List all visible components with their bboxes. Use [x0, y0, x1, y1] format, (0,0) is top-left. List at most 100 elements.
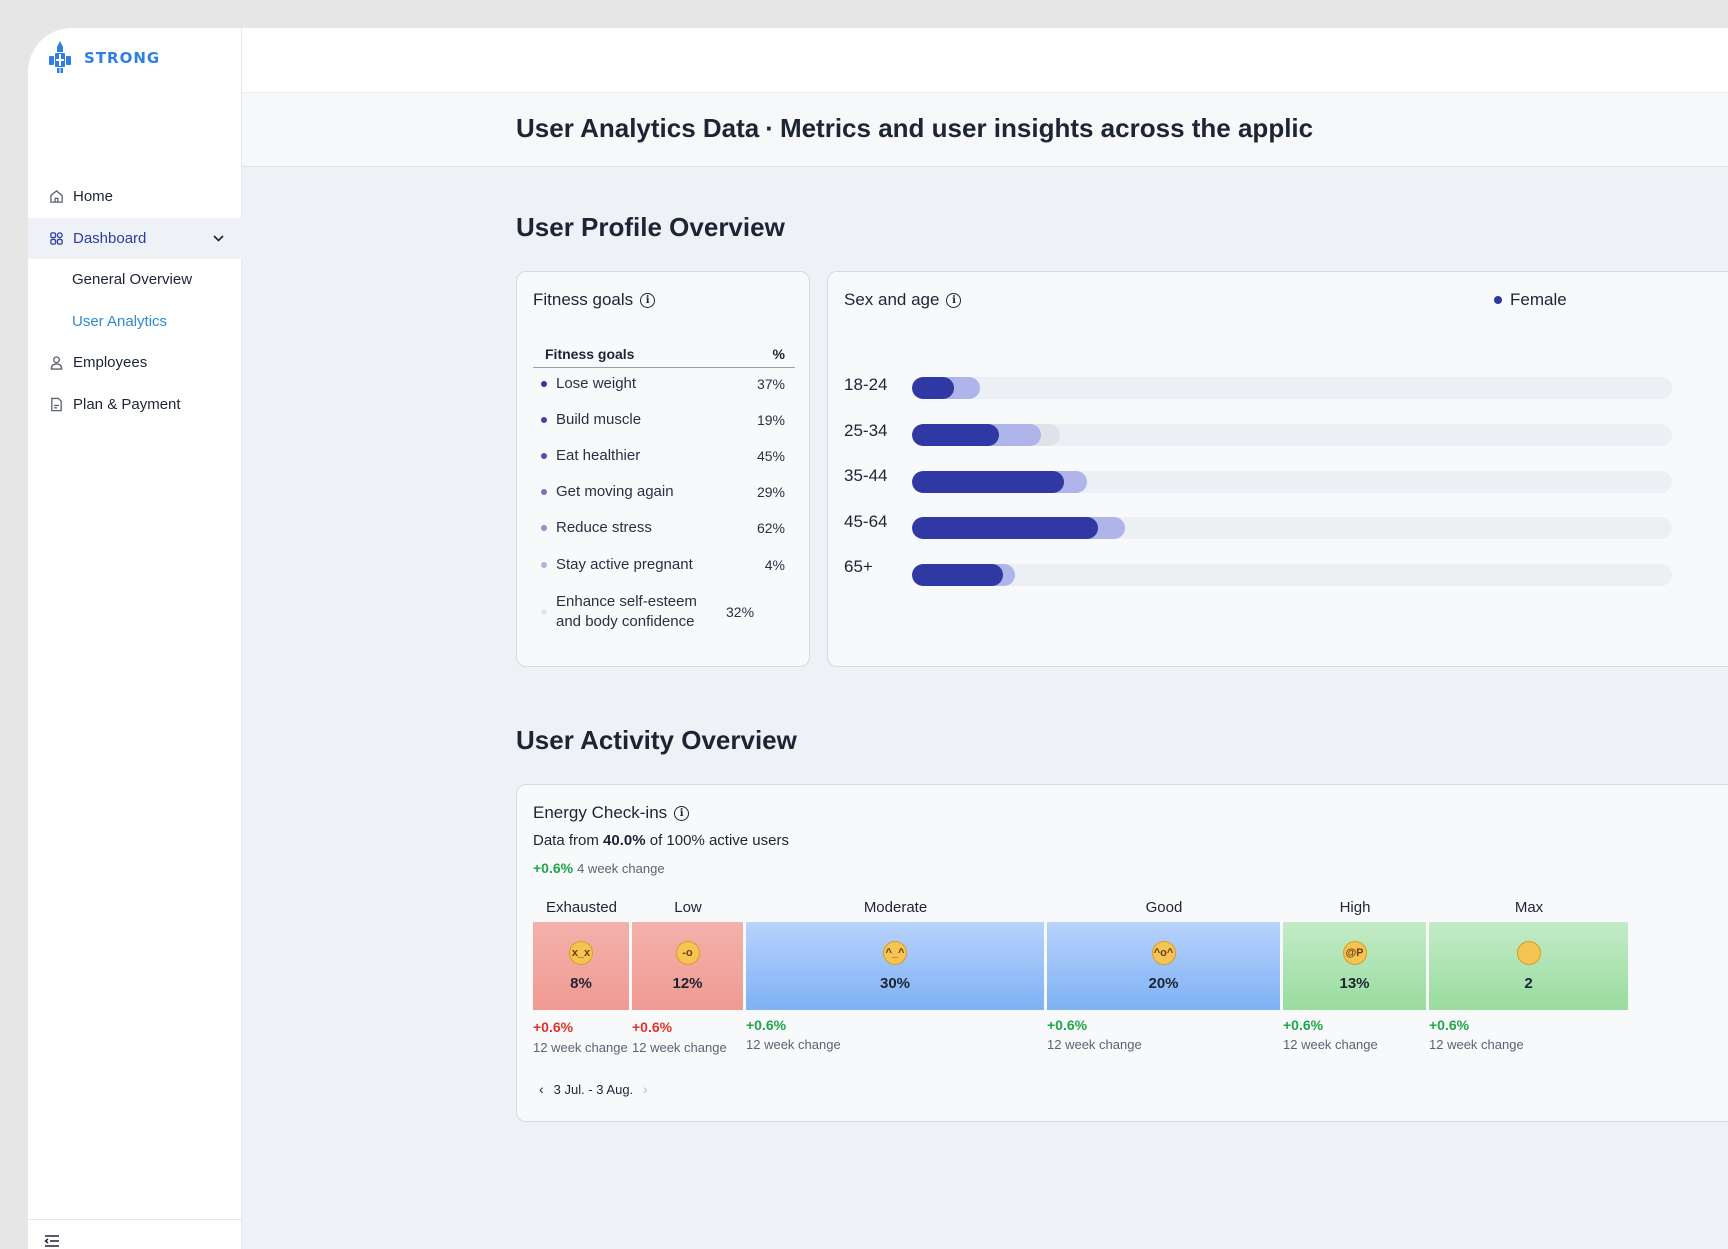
energy-subtitle: Data from 40.0% of 100% active users	[533, 832, 789, 849]
age-bar-track	[912, 470, 1672, 493]
fitness-goal-percent: 4%	[764, 557, 785, 573]
info-icon[interactable]: i	[640, 292, 656, 308]
age-bar-female	[912, 377, 954, 399]
card-title-text: Sex and age	[844, 290, 940, 309]
energy-level-change-label: 12 week change	[746, 1037, 841, 1052]
energy-level-bar[interactable]: ^_^ 30%	[746, 922, 1044, 1010]
fitness-goals-card: Fitness goals i Fitness goals % Lose wei…	[516, 271, 810, 667]
user-icon	[48, 355, 64, 371]
age-bar-female	[912, 423, 1000, 446]
card-title-text: Fitness goals	[533, 290, 634, 309]
energy-level-change-label: 12 week change	[1283, 1037, 1378, 1052]
fitness-goal-row: Eat healthier 45%	[533, 442, 795, 470]
age-group-label: 25-34	[844, 420, 888, 440]
fitness-goal-row: Reduce stress 62%	[533, 514, 795, 542]
sidebar-item-user-analytics[interactable]: User Analytics	[28, 301, 242, 343]
chart-legend: Female	[1494, 290, 1567, 310]
energy-level-percent: 13%	[1339, 974, 1370, 992]
date-range-nav: ‹ 3 Jul. - 3 Aug. ›	[539, 1081, 648, 1097]
emoji-face-icon	[1516, 940, 1541, 965]
card-title-text: Energy Check-ins	[533, 803, 668, 822]
energy-level-change: +0.6%	[1429, 1017, 1470, 1033]
legend-dot	[541, 562, 547, 568]
fitness-goal-percent: 62%	[756, 520, 785, 536]
chevron-down-icon[interactable]	[213, 231, 224, 245]
energy-level-percent: 8%	[570, 974, 592, 992]
chevron-left-icon[interactable]: ‹	[539, 1081, 544, 1097]
age-bar-track	[912, 517, 1672, 540]
fitness-goal-percent: 37%	[756, 376, 785, 392]
fitness-goal-row: Enhance self-esteem and body confidence 3…	[533, 587, 795, 637]
fitness-goal-percent: 32%	[726, 604, 755, 620]
page-title: User Analytics Data · Metrics and user ins…	[516, 113, 1313, 144]
energy-level-label: Low	[674, 899, 702, 916]
energy-level-change-label: 12 week change	[632, 1040, 727, 1055]
energy-level-bar[interactable]: ^o^ 20%	[1047, 922, 1280, 1010]
fitness-goal-row: Lose weight 37%	[533, 370, 795, 398]
sidebar-item-label: Plan & Payment	[73, 395, 181, 413]
sidebar-item-general-overview[interactable]: General Overview	[28, 259, 242, 301]
collapse-sidebar-icon[interactable]	[44, 1234, 60, 1249]
energy-level-change: +0.6%	[746, 1017, 787, 1033]
sex-age-card: Sex and age i Female 18-24 25-34 35-44 45-6…	[827, 271, 1728, 667]
chevron-right-icon[interactable]: ›	[643, 1081, 648, 1097]
info-icon[interactable]: i	[674, 805, 690, 821]
sidebar-item-label: Home	[73, 188, 114, 206]
sidebar-item-employees[interactable]: Employees	[28, 342, 242, 384]
document-icon	[48, 396, 64, 412]
energy-level-bar[interactable]: @P 13%	[1283, 922, 1426, 1010]
energy-level-bar[interactable]: 2	[1429, 922, 1628, 1010]
emoji-face-icon: ^o^	[1151, 940, 1176, 965]
sub-suffix: of 100% active users	[649, 832, 789, 849]
legend-label-female: Female	[1510, 290, 1567, 309]
column-header-percent: %	[772, 345, 785, 362]
age-group-label: 18-24	[844, 375, 888, 394]
fitness-goal-percent: 45%	[756, 448, 785, 464]
fitness-goal-label: Build muscle	[556, 411, 642, 428]
sidebar-nav: Home Dashboard General Overview User Ana…	[28, 176, 242, 425]
strong-logo-icon	[49, 41, 71, 73]
energy-level-percent: 2	[1524, 974, 1533, 992]
sidebar-item-dashboard[interactable]: Dashboard	[28, 217, 242, 259]
age-bar-female	[912, 517, 1099, 540]
fitness-goal-label: Eat healthier	[556, 447, 641, 464]
energy-level-change-label: 12 week change	[1047, 1037, 1142, 1052]
age-group-label: 65+	[844, 557, 873, 576]
sidebar-item-label: Employees	[73, 354, 148, 372]
energy-level-change: +0.6%	[632, 1019, 673, 1035]
legend-dot	[541, 489, 547, 495]
energy-level-label: Exhausted	[546, 899, 617, 916]
energy-level-change: +0.6%	[1047, 1017, 1088, 1033]
fitness-goal-label: Reduce stress	[556, 519, 652, 536]
legend-dot	[541, 609, 547, 615]
grid-icon	[48, 230, 64, 246]
legend-dot	[541, 525, 547, 531]
sidebar-footer	[28, 1219, 242, 1249]
energy-change: +0.6% 4 week change	[533, 860, 665, 876]
energy-checkins-card: Energy Check-ins i Data from 40.0% of 10…	[516, 784, 1728, 1122]
sidebar-item-home[interactable]: Home	[28, 176, 242, 218]
sidebar-item-plan-payment[interactable]: Plan & Payment	[28, 384, 242, 426]
emoji-face-icon: ^_^	[883, 940, 907, 965]
title-separator: ·	[765, 113, 774, 143]
sub-prefix: Data from	[533, 832, 599, 849]
energy-level-bar[interactable]: -o 12%	[632, 922, 743, 1010]
energy-level-label: High	[1339, 899, 1371, 916]
age-group-label: 35-44	[844, 466, 888, 485]
energy-level-label: Moderate	[863, 899, 928, 916]
energy-level-bar[interactable]: x_x 8%	[533, 922, 629, 1010]
page-subtitle: Metrics and user insights across the app…	[779, 113, 1314, 143]
energy-level-change: +0.6%	[1283, 1017, 1324, 1033]
home-icon	[48, 189, 64, 205]
change-label: 4 week change	[577, 861, 665, 876]
fitness-goal-row: Build muscle 19%	[533, 406, 795, 434]
energy-level-percent: 20%	[1148, 974, 1179, 992]
brand-logo[interactable]: STRONG	[46, 40, 160, 76]
fitness-goal-row: Get moving again 29%	[533, 478, 795, 506]
info-icon[interactable]: i	[946, 292, 962, 308]
energy-level-percent: 12%	[672, 974, 703, 992]
energy-level-label: Good	[1145, 899, 1183, 916]
brand-name: STRONG	[84, 49, 161, 67]
emoji-face-icon: @P	[1342, 940, 1367, 965]
energy-level-percent: 30%	[879, 974, 911, 992]
